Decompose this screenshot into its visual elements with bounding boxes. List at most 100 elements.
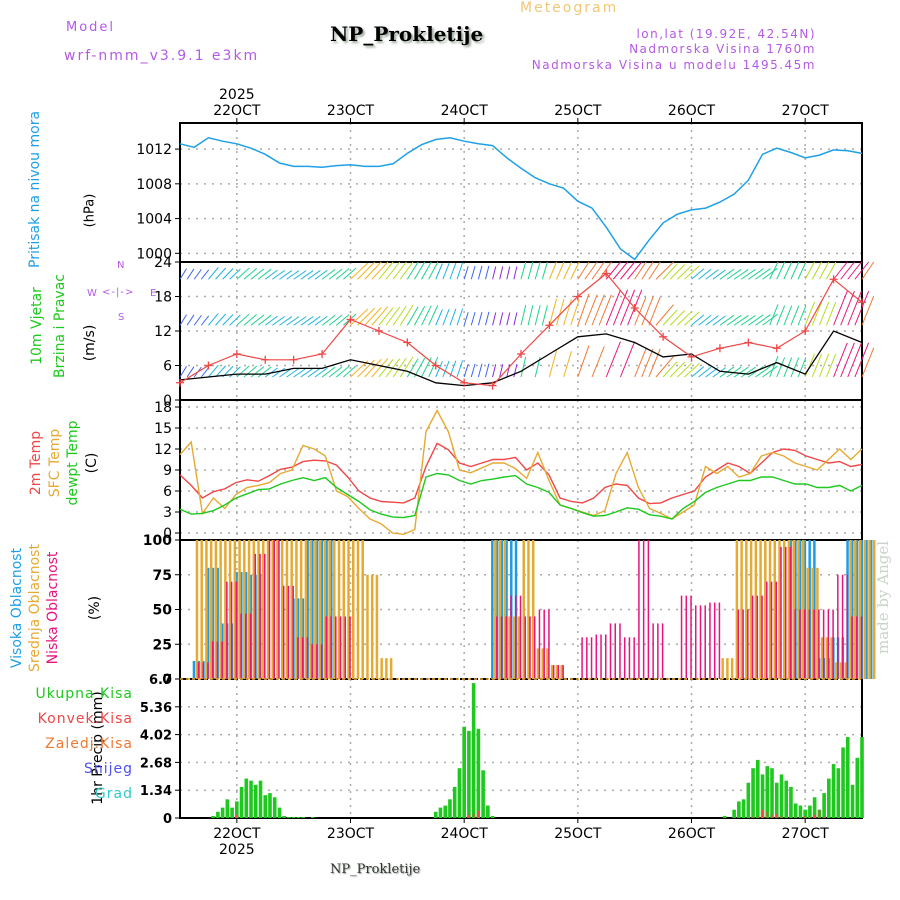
precip-total-bar [831,764,836,818]
cloud-low-bar [235,581,238,679]
cloud-low-bar [799,609,801,679]
wind-arrow [406,358,419,378]
wind-arrow [463,312,469,326]
precip-conv-bar [771,814,773,818]
cloud-mid-bar [759,540,762,679]
cloud-mid-bar [219,540,222,679]
wind-arrow [833,261,848,280]
wind-arrow [541,305,548,326]
wind-arrow [840,290,855,326]
wind-arrow [314,315,328,326]
cloud-mid-bar [830,637,833,679]
wind-arrow [484,311,490,326]
wind-arrow [570,261,580,280]
xtick-label-bottom: 24OCT [441,826,489,842]
ytick-label: 25 [153,637,172,653]
wind-arrow [563,261,572,280]
wind-arrow [762,365,778,378]
precip-conv-bar [780,815,783,818]
cloud-low-bar [562,665,564,679]
gust-marker [858,298,866,307]
wind-arrow [790,261,800,280]
wind-arrow [328,366,343,378]
cloud-mid-bar [352,540,355,679]
cloud-mid-bar [782,540,786,679]
gust-marker [545,321,554,330]
precip-total-bar [258,780,263,818]
wind-arrow [286,367,300,378]
wind-arrow [456,262,464,280]
cloud-mid-bar [498,540,502,679]
wind-arrow [826,353,837,378]
cloud-low-bar [330,616,332,679]
wind-arrow [477,363,483,378]
cloud-low-bar [742,609,744,679]
cloud-mid-bar [868,540,871,679]
cloud-high-bar [211,567,215,679]
wind-arrow [854,290,870,326]
cloud-mid-bar [858,540,862,679]
cloud-low-bar [538,609,541,679]
cloud-high-bar [860,540,863,679]
cloud-high-bar [851,540,854,679]
wind-arrow [598,294,612,326]
cloud-low-bar [638,540,640,679]
cloud-mid-bar [375,574,379,679]
cloud-mid-bar [389,658,393,679]
temp-sfc-line [179,409,863,536]
wind-arrow [307,316,321,326]
wind-arrow [740,268,756,280]
wind-arrow [847,342,862,378]
wind-arrow [762,267,778,280]
cloud-low-bar [794,609,796,679]
precip-total-bar [220,807,225,818]
precip-conv-bar [468,814,470,818]
cloud-high-bar [216,567,219,679]
wind-arrow [755,314,771,326]
wind-arrow [534,305,541,326]
cloud-mid-bar [209,540,213,679]
gust-marker [431,361,440,370]
wind-arrow [200,367,210,378]
wind-arrow [691,366,705,378]
wind-arrow [634,296,647,326]
wind-arrow [307,367,321,378]
wind-arrow [314,269,328,280]
temperature-panel: 0 3 6 9 12 15 18 [154,400,862,542]
wind-arrow [257,366,272,378]
cloud-low-bar [642,540,645,679]
cloud-mid-bar [797,540,800,679]
precip-conv-bar [823,816,825,818]
chart-type-label: Meteogram [520,0,619,16]
cloud-low-bar [259,553,261,679]
precip-total-bar [291,816,296,818]
xtick-label-bottom: 27OCT [782,826,830,842]
gust-marker [403,338,412,347]
wind-arrow [563,351,573,378]
wind-arrow [804,301,815,326]
compass-e: E [150,288,157,299]
cloud-mid-bar [546,648,549,679]
cloud-low-bar [780,546,782,679]
cloud-low-bar [344,616,347,679]
wind-arrow [243,365,258,378]
cloud-low-bar [623,637,626,679]
cloud-low-bar [581,637,583,679]
wind-arrow [470,265,476,280]
wind-arrow [691,268,705,280]
wind-arrow [726,314,742,326]
wind-arrow [328,314,343,326]
cloud-low-bar [287,585,290,679]
ytick-label: 1012 [136,142,172,158]
cloud-mid-bar [356,540,360,679]
cloud-mid-bar [541,648,544,679]
wind-arrow [484,363,490,378]
wind-arrow [591,346,605,378]
precip-total-bar [751,768,755,818]
cloud-low-bar [221,641,223,679]
gust-marker [659,332,668,341]
precip-total-bar [277,807,282,818]
precip-total-bar [457,768,462,818]
wind-arrow [222,268,234,280]
cloud-low-bar [661,623,664,679]
